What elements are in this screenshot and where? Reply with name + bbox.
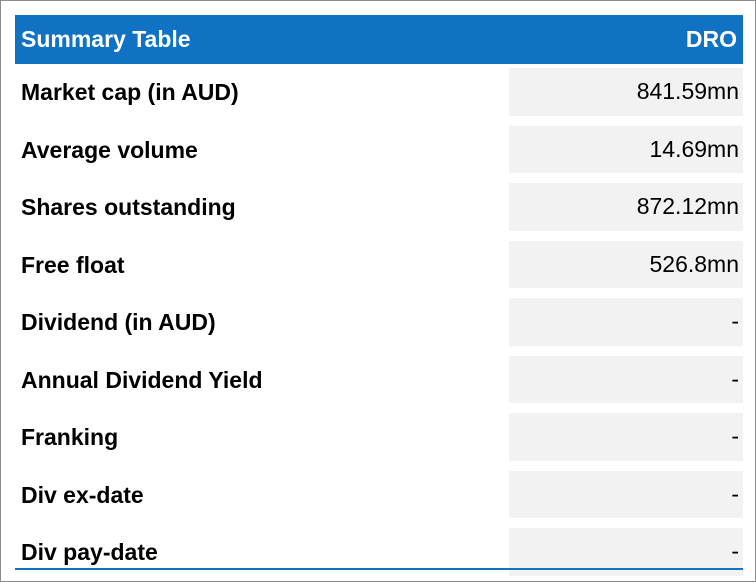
table-row: Div pay-date -	[15, 524, 743, 582]
row-label: Shares outstanding	[21, 194, 236, 221]
row-value: 526.8mn	[509, 240, 743, 288]
row-label: Dividend (in AUD)	[21, 309, 216, 336]
row-label: Div pay-date	[21, 539, 158, 566]
row-label: Div ex-date	[21, 481, 144, 508]
table-row: Average volume 14.69mn	[15, 122, 743, 180]
table-row: Annual Dividend Yield -	[15, 352, 743, 410]
row-label: Annual Dividend Yield	[21, 366, 263, 393]
ticker-symbol: DRO	[685, 26, 737, 52]
table-body: Market cap (in AUD) 841.59mn Average vol…	[15, 64, 743, 582]
row-value: 841.59mn	[509, 68, 743, 116]
row-value: 872.12mn	[509, 183, 743, 231]
table-row: Free float 526.8mn	[15, 237, 743, 295]
row-value: -	[509, 355, 743, 403]
table-row: Div ex-date -	[15, 467, 743, 525]
table-row: Dividend (in AUD) -	[15, 294, 743, 352]
table-row: Market cap (in AUD) 841.59mn	[15, 64, 743, 122]
row-value: -	[509, 298, 743, 346]
table-header: Summary Table DRO	[15, 15, 743, 64]
row-value: -	[509, 528, 743, 576]
row-label: Franking	[21, 424, 119, 451]
row-label: Average volume	[21, 136, 198, 163]
table-row: Shares outstanding 872.12mn	[15, 179, 743, 237]
table-title: Summary Table	[21, 26, 191, 52]
summary-table: Summary Table DRO Market cap (in AUD) 84…	[15, 15, 743, 582]
row-label: Market cap (in AUD)	[21, 79, 239, 106]
row-value: -	[509, 413, 743, 461]
table-row: Franking -	[15, 409, 743, 467]
row-label: Free float	[21, 251, 125, 278]
table-bottom-rule	[15, 568, 743, 570]
row-value: 14.69mn	[509, 125, 743, 173]
row-value: -	[509, 470, 743, 518]
